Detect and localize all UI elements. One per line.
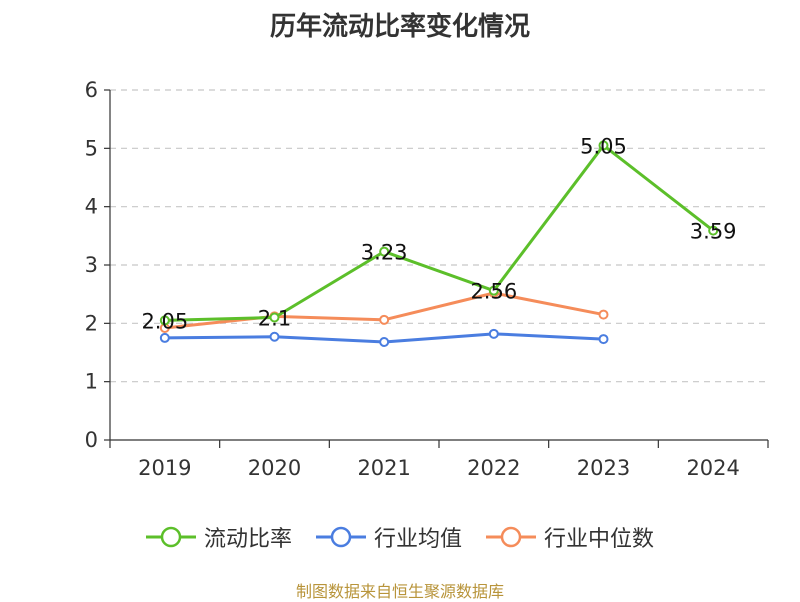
legend-item[interactable]: 行业均值 — [315, 521, 462, 553]
legend-item[interactable]: 行业中位数 — [486, 521, 654, 553]
data-label: 5.05 — [580, 134, 627, 158]
legend-item[interactable]: 流动比率 — [145, 521, 292, 553]
y-tick-label: 2 — [85, 311, 98, 335]
data-point — [159, 332, 170, 343]
data-point — [379, 246, 390, 257]
chart-title: 历年流动比率变化情况 — [269, 12, 530, 42]
x-tick-label: 2021 — [357, 456, 410, 480]
series-line-0 — [164, 143, 715, 322]
legend-swatch-marker — [500, 526, 522, 548]
source-note: 制图数据来自恒生聚源数据库 — [295, 582, 504, 601]
data-label: 2.56 — [470, 280, 517, 304]
y-tick-label: 5 — [85, 136, 98, 160]
x-tick-label: 2024 — [686, 456, 739, 480]
x-tick-label: 2022 — [467, 456, 520, 480]
data-label: 3.23 — [361, 241, 408, 265]
y-tick-label: 6 — [85, 78, 98, 102]
legend-label: 行业均值 — [373, 527, 462, 552]
data-point — [598, 309, 609, 320]
data-point — [708, 225, 719, 236]
data-point — [379, 314, 390, 325]
data-point — [488, 285, 499, 296]
data-point — [598, 334, 609, 345]
data-point — [269, 331, 280, 342]
y-tick-label: 3 — [85, 253, 98, 277]
legend: 流动比率 行业均值 行业中位数 — [0, 519, 800, 555]
x-tick-label: 2020 — [248, 456, 301, 480]
legend-swatch-marker — [160, 526, 182, 548]
data-label: 3.59 — [690, 220, 737, 244]
data-point — [598, 140, 609, 151]
data-point — [269, 312, 280, 323]
data-label: 2.05 — [141, 309, 188, 333]
y-tick-label: 1 — [85, 370, 98, 394]
data-point — [159, 315, 170, 326]
data-label: 2.1 — [258, 307, 291, 331]
x-tick-label: 2023 — [577, 456, 630, 480]
data-point — [379, 337, 390, 347]
legend-swatch — [315, 526, 366, 548]
data-point — [488, 328, 499, 339]
y-tick-label: 0 — [85, 428, 98, 452]
y-tick-label: 4 — [85, 195, 98, 219]
legend-swatch — [145, 526, 196, 548]
x-tick-label: 2019 — [138, 456, 191, 480]
legend-label: 流动比率 — [203, 527, 292, 552]
legend-label: 行业中位数 — [544, 527, 655, 552]
legend-swatch-marker — [330, 526, 352, 548]
legend-swatch — [486, 526, 536, 548]
